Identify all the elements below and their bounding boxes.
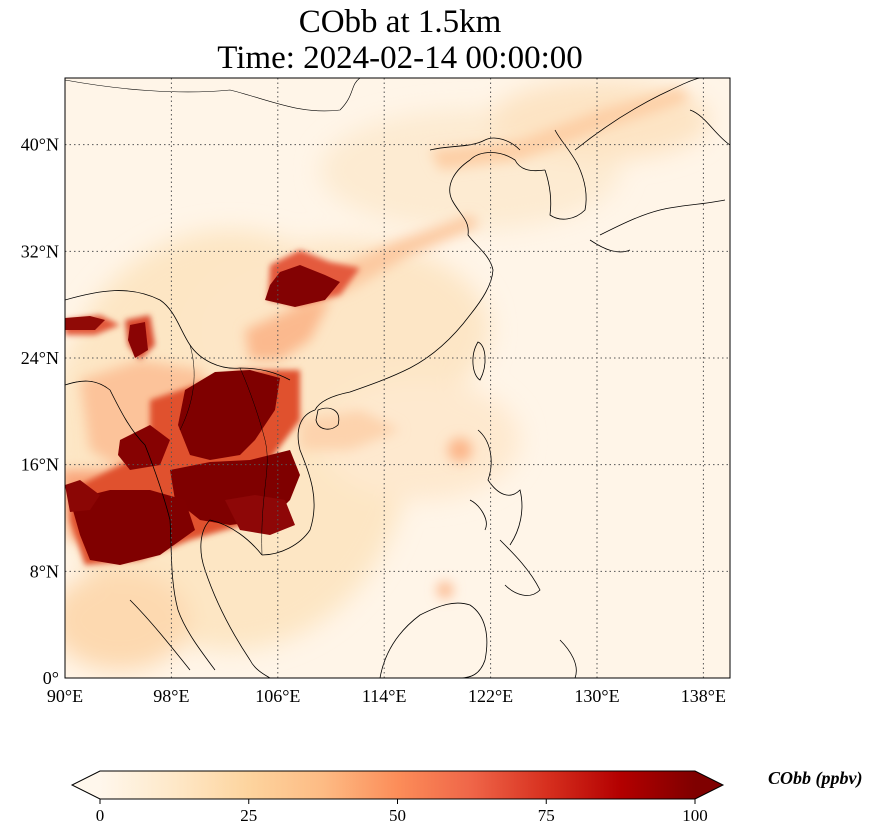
lon-tick-label: 114°E [362,686,407,706]
concentration-high [65,265,340,565]
map-frame [64,77,731,679]
colorbar-tick-label: 100 [682,806,708,825]
colorbar-ticks: 0 25 50 75 100 [96,799,708,825]
lon-tick-label: 138°E [681,686,726,706]
map-title-line1: CObb at 1.5km [298,4,502,40]
lat-tick-label: 32°N [21,241,59,261]
colorbar-tick-label: 0 [96,806,105,825]
gridlines [65,78,730,678]
lon-tick-label: 130°E [574,686,619,706]
colorbar-gradient [100,771,695,799]
colorbar-tick-label: 25 [240,806,257,825]
colorbar: 0 25 50 75 100 [70,770,725,825]
lon-tick-label: 90°E [47,686,83,706]
colorbar-label: CObb (ppbv) [768,768,863,788]
colorbar-extend-min [72,771,100,799]
colorbar-extend-max [695,771,723,799]
longitude-tick-labels: 90°E 98°E 106°E 114°E 122°E 130°E 138°E [47,686,726,706]
map-field [65,78,730,678]
lon-tick-label: 106°E [255,686,300,706]
lat-tick-label: 16°N [21,455,59,475]
latitude-tick-labels: 0° 8°N 16°N 24°N 32°N 40°N [21,135,59,688]
lat-tick-label: 8°N [30,561,59,581]
map-title-line2: Time: 2024-02-14 00:00:00 [217,40,583,76]
lat-tick-label: 24°N [21,348,59,368]
colorbar-tick-label: 75 [538,806,555,825]
lat-tick-label: 40°N [21,135,59,155]
colorbar-tick-label: 50 [389,806,406,825]
lon-tick-label: 98°E [153,686,189,706]
coastlines [65,78,730,678]
lon-tick-label: 122°E [468,686,513,706]
lat-tick-label: 0° [43,668,59,688]
